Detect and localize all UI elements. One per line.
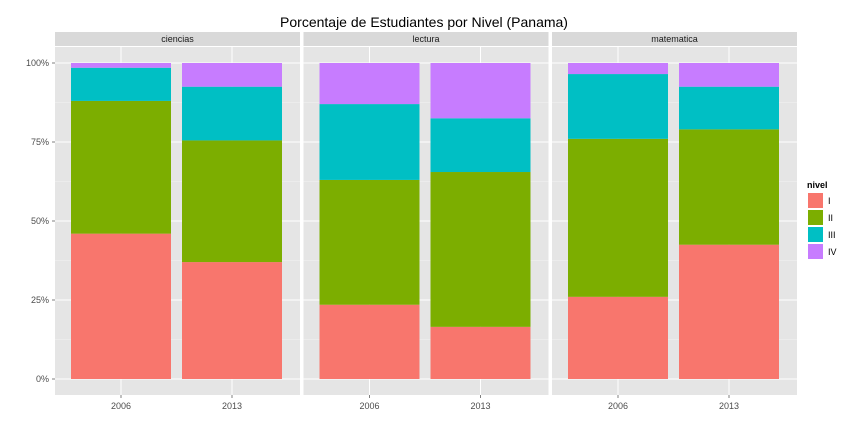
facet-strip [552, 32, 797, 46]
legend-swatch-III [807, 226, 824, 243]
bar-segment-ciencias-2006-II [71, 100, 171, 234]
bar-segment-ciencias-2013-II [182, 140, 282, 263]
facet-strip [303, 32, 549, 46]
x-tick-label: 2013 [470, 401, 490, 411]
bar-segment-lectura-2006-IV [319, 63, 420, 105]
bar-segment-matematica-2006-I [568, 296, 668, 379]
y-tick-label: 100% [26, 58, 49, 68]
legend-label-III: III [828, 230, 836, 240]
x-tick-label: 2006 [359, 401, 379, 411]
y-tick-label: 75% [31, 137, 49, 147]
y-tick-label: 50% [31, 216, 49, 226]
bar-segment-lectura-2013-I [430, 326, 531, 379]
legend-title: nivel [807, 180, 828, 190]
bar-segment-ciencias-2013-IV [182, 63, 282, 87]
legend-swatch-I [807, 192, 824, 209]
facet-panels: ciencias 2006 2013 0% 25% 50% 75% 100% lectura 20… [26, 32, 797, 411]
facet-lectura: lectura 2006 2013 [303, 32, 549, 411]
bar-segment-lectura-2006-II [319, 179, 420, 305]
bar-segment-lectura-2013-II [430, 172, 531, 327]
bar-segment-ciencias-2006-IV [71, 63, 171, 68]
bar-segment-lectura-2006-I [319, 304, 420, 379]
bar-segment-matematica-2013-III [679, 86, 779, 130]
bar-segment-lectura-2013-IV [430, 63, 531, 119]
bar-segment-matematica-2006-II [568, 138, 668, 297]
bar-segment-ciencias-2013-I [182, 262, 282, 379]
chart-title: Porcentaje de Estudiantes por Nivel (Pan… [280, 14, 568, 30]
bar-segment-ciencias-2006-III [71, 67, 171, 101]
facet-strip-label: lectura [412, 34, 439, 44]
bar-segment-matematica-2006-IV [568, 63, 668, 75]
y-tick-label: 0% [36, 374, 49, 384]
y-tick-label: 25% [31, 295, 49, 305]
facet-strip [55, 32, 300, 46]
facet-ciencias: ciencias 2006 2013 0% 25% 50% 75% 100% [26, 32, 300, 411]
legend-label-II: II [828, 213, 833, 223]
bar-segment-matematica-2013-I [679, 244, 779, 379]
facet-strip-label: ciencias [161, 34, 194, 44]
legend-label-IV: IV [828, 247, 837, 257]
x-tick-label: 2006 [111, 401, 131, 411]
x-tick-label: 2013 [719, 401, 739, 411]
bar-segment-matematica-2013-II [679, 129, 779, 245]
bar-segment-ciencias-2006-I [71, 233, 171, 379]
facet-strip-label: matematica [651, 34, 698, 44]
bar-segment-matematica-2006-III [568, 74, 668, 139]
legend-swatch-IV [807, 243, 824, 260]
x-tick-label: 2013 [222, 401, 242, 411]
facet-matematica: matematica 2006 2013 [552, 32, 797, 411]
legend-label-I: I [828, 196, 831, 206]
legend-swatch-II [807, 209, 824, 226]
bar-segment-ciencias-2013-III [182, 86, 282, 141]
bar-segment-lectura-2006-III [319, 104, 420, 180]
bar-segment-lectura-2013-III [430, 118, 531, 173]
bar-segment-matematica-2013-IV [679, 63, 779, 87]
x-tick-label: 2006 [608, 401, 628, 411]
